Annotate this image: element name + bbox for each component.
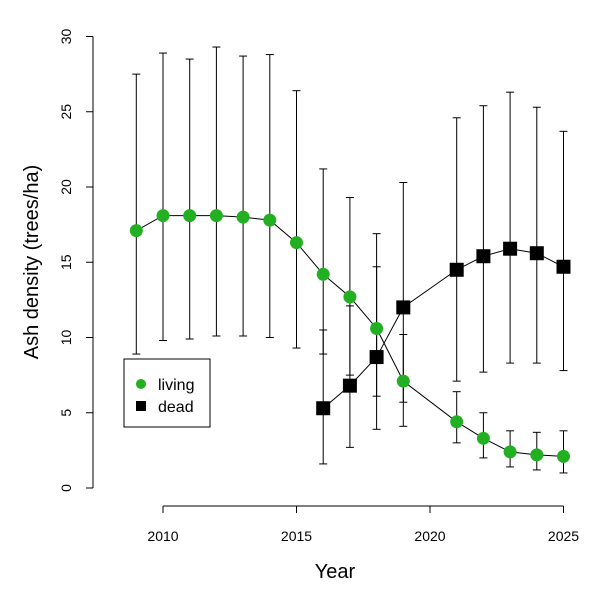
- living-point: [236, 210, 250, 224]
- y-tick-label: 15: [58, 254, 74, 270]
- dead-point: [529, 246, 544, 261]
- living-error-bar: [265, 54, 274, 338]
- dead-error-bar: [345, 305, 354, 448]
- living-point: [396, 374, 410, 388]
- x-tick-label: 2025: [548, 528, 579, 544]
- dead-series-line: [322, 248, 564, 409]
- living-error-bar: [292, 90, 301, 349]
- y-tick-label: 5: [58, 409, 74, 417]
- living-point: [370, 321, 384, 335]
- living-error-bar: [239, 55, 248, 337]
- y-axis-title: Ash density (trees/ha): [21, 165, 43, 360]
- living-error-bar: [185, 58, 194, 340]
- living-error-bar: [319, 168, 328, 355]
- dead-point: [396, 300, 411, 315]
- x-tick-label: 2020: [414, 528, 445, 544]
- x-axis-title: Year: [315, 561, 356, 583]
- plot-area: [129, 46, 571, 474]
- living-series-line: [136, 215, 564, 457]
- legend-dead-label: dead: [158, 399, 194, 416]
- error-bars: [132, 46, 568, 474]
- dead-point: [369, 350, 384, 365]
- dead-error-bar: [479, 105, 488, 373]
- living-point: [263, 213, 277, 227]
- y-tick-label: 30: [58, 29, 74, 45]
- dead-error-bar: [452, 117, 461, 382]
- y-axis: 0 5 10 15 20 25 30: [58, 29, 94, 492]
- legend-living-label: living: [158, 377, 194, 394]
- living-point: [183, 209, 197, 223]
- dead-point: [449, 262, 464, 277]
- living-point: [343, 290, 357, 304]
- living-point: [557, 449, 570, 463]
- dead-point: [503, 241, 518, 256]
- x-tick-label: 2010: [147, 528, 178, 544]
- living-point: [530, 448, 544, 462]
- x-axis: 2010 2015 2020 2025: [147, 505, 579, 544]
- dead-error-bar: [559, 130, 568, 372]
- series-markers: [129, 209, 571, 463]
- legend: living dead: [123, 358, 211, 428]
- living-point: [476, 431, 490, 445]
- living-error-bar: [132, 73, 141, 355]
- living-point: [209, 209, 223, 223]
- y-tick-label: 0: [58, 484, 74, 492]
- living-point: [129, 224, 143, 238]
- dead-point: [556, 259, 571, 274]
- living-point: [316, 267, 330, 281]
- living-point: [503, 445, 517, 459]
- living-error-bar: [159, 52, 167, 342]
- y-tick-label: 25: [58, 104, 74, 120]
- dead-point: [316, 401, 331, 416]
- legend-box: [123, 358, 211, 428]
- y-tick-label: 20: [58, 179, 74, 195]
- x-tick-label: 2015: [281, 528, 312, 544]
- legend-dead-marker: [136, 401, 146, 411]
- dead-point: [476, 249, 491, 264]
- living-point: [450, 415, 464, 429]
- living-error-bar: [212, 46, 221, 337]
- dead-point: [342, 378, 357, 393]
- y-tick-label: 10: [58, 330, 74, 346]
- dead-error-bar: [506, 91, 515, 364]
- dead-error-bar: [532, 106, 541, 364]
- legend-living-marker: [136, 379, 146, 389]
- living-point: [290, 236, 303, 250]
- dead-error-bar: [399, 181, 408, 403]
- living-point: [156, 209, 170, 223]
- dead-error-bar: [319, 329, 328, 465]
